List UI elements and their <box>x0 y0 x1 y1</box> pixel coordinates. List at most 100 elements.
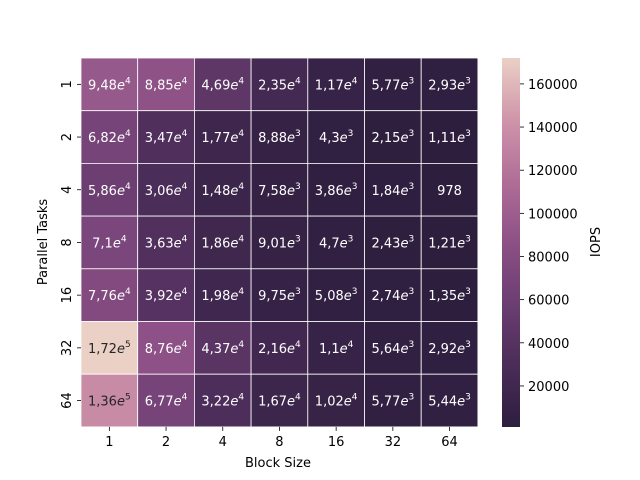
heatmap-cells <box>80 57 479 428</box>
cell-value-label: 1,84e3 <box>372 182 415 199</box>
cell-value-label: 5,77e3 <box>372 393 415 410</box>
cell-value-label: 1,1e4 <box>319 340 354 357</box>
cell-value-label: 1,72e5 <box>88 340 131 357</box>
x-tick-label: 32 <box>385 435 402 450</box>
y-tick-label: 1 <box>60 80 75 88</box>
heatmap-cell <box>193 268 252 322</box>
cell-value-label: 1,17e4 <box>315 76 358 93</box>
heatmap-cell <box>250 215 309 270</box>
colorbar-tick-label: 160000 <box>528 78 578 93</box>
colorbar-tick-label: 40000 <box>528 337 569 352</box>
colorbar <box>502 58 520 427</box>
cell-value-label: 3,22e4 <box>201 393 244 410</box>
cell-value-label: 2,35e4 <box>258 76 301 93</box>
colorbar-tick-label: 140000 <box>528 121 578 136</box>
heatmap-cell <box>80 57 139 112</box>
colorbar-tick-label: 20000 <box>528 380 569 395</box>
cell-value-label: 2,93e3 <box>428 76 471 93</box>
heatmap-cell <box>420 215 479 270</box>
cell-value-label: 2,74e3 <box>372 287 415 304</box>
cell-value-label: 1,36e5 <box>88 393 131 410</box>
cell-value-label: 3,63e4 <box>145 234 188 251</box>
cell-value-label: 978 <box>437 184 462 199</box>
y-tick-label: 8 <box>60 238 75 246</box>
cell-value-label: 2,15e3 <box>372 129 415 146</box>
cell-value-label: 6,82e4 <box>88 129 131 146</box>
cell-value-label: 1,02e4 <box>315 393 358 410</box>
heatmap-cell <box>307 162 365 217</box>
heatmap-cell <box>80 215 139 270</box>
colorbar-tick-label: 120000 <box>528 164 578 179</box>
cell-value-label: 1,86e4 <box>201 234 244 251</box>
x-tick-label: 64 <box>441 435 458 450</box>
cell-value-label: 8,85e4 <box>145 76 188 93</box>
cell-value-label: 3,47e4 <box>145 129 188 146</box>
cell-value-label: 4,7e3 <box>319 234 353 251</box>
heatmap-cell <box>250 373 309 428</box>
heatmap-cell <box>137 57 195 112</box>
cell-value-label: 2,43e3 <box>372 234 415 251</box>
heatmap-cell-labels: 9,48e4 8,85e4 4,69e4 2,35e4 1,17e4 5,77e3 2,93… <box>88 76 471 409</box>
cell-value-label: 5,77e3 <box>372 76 415 93</box>
cell-value-label: 1,35e3 <box>428 287 471 304</box>
heatmap-cell <box>307 321 365 375</box>
colorbar-tick-label: 100000 <box>528 207 578 222</box>
y-tick-label: 16 <box>60 287 75 304</box>
cell-value-label: 6,77e4 <box>145 393 188 410</box>
colorbar-tick-label: 60000 <box>528 294 569 309</box>
y-axis: 1 2 4 8 16 32 64 <box>60 80 81 409</box>
cell-value-label: 4,69e4 <box>201 76 244 93</box>
x-axis-title: Block Size <box>245 456 311 471</box>
cell-value-label: 4,3e3 <box>319 129 353 146</box>
heatmap-cell <box>193 373 252 428</box>
heatmap-cell <box>420 373 479 428</box>
heatmap-cell <box>307 373 365 428</box>
cell-value-label: 2,92e3 <box>428 340 471 357</box>
cell-value-label: 7,1e4 <box>92 234 127 251</box>
y-tick-label: 4 <box>60 186 75 194</box>
colorbar-axis: 20000 40000 60000 80000 100000 120000 140000 16… <box>520 78 578 395</box>
cell-value-label: 4,37e4 <box>201 340 244 357</box>
cell-value-label: 7,58e3 <box>258 182 301 199</box>
x-tick-label: 1 <box>105 435 113 450</box>
heatmap-cell <box>420 321 479 375</box>
cell-value-label: 1,67e4 <box>258 393 301 410</box>
cell-value-label: 3,86e3 <box>315 182 358 199</box>
heatmap-cell <box>364 373 422 428</box>
x-tick-label: 4 <box>219 435 227 450</box>
heatmap-cell <box>364 215 422 270</box>
heatmap-cell <box>250 57 309 112</box>
x-tick-label: 16 <box>328 435 345 450</box>
cell-value-label: 1,21e3 <box>428 234 471 251</box>
y-tick-label: 64 <box>60 392 75 409</box>
cell-value-label: 9,75e3 <box>258 287 301 304</box>
y-tick-label: 32 <box>60 340 75 357</box>
heatmap-cell <box>364 57 422 112</box>
cell-value-label: 1,48e4 <box>201 182 244 199</box>
cell-value-label: 1,77e4 <box>201 129 244 146</box>
y-tick-label: 2 <box>60 133 75 141</box>
cell-value-label: 5,64e3 <box>372 340 415 357</box>
heatmap-cell <box>193 321 252 375</box>
cell-value-label: 5,86e4 <box>88 182 131 199</box>
cell-value-label: 3,06e4 <box>145 182 188 199</box>
heatmap-cell <box>250 162 309 217</box>
y-axis-title: Parallel Tasks <box>36 199 51 286</box>
cell-value-label: 5,44e3 <box>428 393 471 410</box>
cell-value-label: 1,98e4 <box>201 287 244 304</box>
cell-value-label: 8,88e3 <box>258 129 301 146</box>
heatmap-cell <box>364 162 422 217</box>
heatmap-cell <box>420 162 479 217</box>
x-axis: 1 2 4 8 16 32 64 <box>105 426 458 450</box>
x-tick-label: 8 <box>275 435 283 450</box>
cell-value-label: 1,11e3 <box>428 129 471 146</box>
heatmap-cell <box>80 268 139 322</box>
heatmap-cell <box>137 215 195 270</box>
cell-value-label: 7,76e4 <box>88 287 131 304</box>
heatmap-cell <box>80 373 139 428</box>
x-tick-label: 2 <box>162 435 170 450</box>
heatmap-cell <box>137 321 195 375</box>
cell-value-label: 9,48e4 <box>88 76 131 93</box>
cell-value-label: 9,01e3 <box>258 234 301 251</box>
